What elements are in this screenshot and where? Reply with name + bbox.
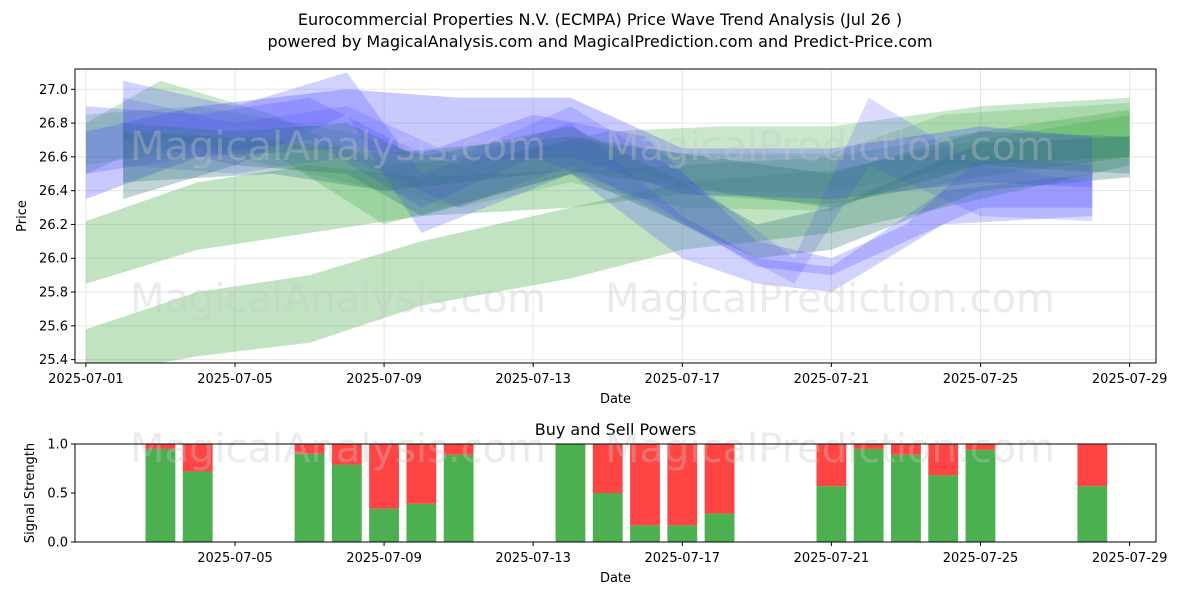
price-x-tick-label: 2025-07-21 <box>794 372 870 387</box>
price-band-blue <box>123 72 1093 293</box>
price-watermarks: MagicalAnalysis.com MagicalPrediction.com… <box>130 124 1055 322</box>
signal-x-tick-label: 2025-07-13 <box>495 551 571 566</box>
signal-panel-title: Buy and Sell Powers <box>535 420 697 439</box>
price-x-tick-label: 2025-07-09 <box>346 372 422 387</box>
signal-bars <box>145 444 1108 542</box>
chart-subtitle: powered by MagicalAnalysis.com and Magic… <box>267 32 933 51</box>
buy-bar <box>294 453 325 542</box>
buy-bar <box>369 508 399 542</box>
price-grid <box>75 69 1156 363</box>
signal-x-tick-label: 2025-07-21 <box>794 551 870 566</box>
price-y-tick-label: 26.8 <box>39 117 68 132</box>
sell-bar <box>182 444 213 472</box>
watermark-text: MagicalPrediction.com <box>605 276 1055 322</box>
signal-watermarks: MagicalAnalysis.com MagicalPrediction.com <box>130 426 1055 472</box>
sell-bar <box>331 444 362 465</box>
buy-bar <box>331 464 362 542</box>
price-y-tick-label: 25.6 <box>39 319 68 334</box>
sell-bar <box>443 444 474 455</box>
watermark-text: MagicalPrediction.com <box>605 124 1055 170</box>
signal-y-tick-label: 0.5 <box>47 487 68 502</box>
buy-bar <box>704 513 735 542</box>
price-y-tick-label: 25.4 <box>39 353 68 368</box>
price-band-teal <box>123 123 1130 259</box>
watermark-text: MagicalAnalysis.com <box>130 426 546 472</box>
signal-panel: Buy and Sell Powers MagicalAnalysis.com M… <box>23 420 1167 586</box>
signal-y-tick-label: 0.0 <box>47 536 68 551</box>
price-x-ticks: 2025-07-01 2025-07-05 2025-07-09 2025-07-13… <box>48 363 1167 387</box>
signal-x-tick-label: 2025-07-17 <box>645 551 721 566</box>
signal-x-axis-label: Date <box>600 571 631 586</box>
chart-title: Eurocommercial Properties N.V. (ECMPA) P… <box>297 10 903 29</box>
price-y-ticks: 25.4 25.6 25.8 26.0 26.2 26.4 26.6 26.8 27.0 <box>39 83 75 368</box>
sell-bar <box>928 444 959 476</box>
price-plot-frame <box>74 68 1157 364</box>
buy-bar <box>928 475 959 542</box>
sell-bar <box>816 444 847 487</box>
price-band-teal <box>123 131 1130 208</box>
price-y-tick-label: 26.4 <box>39 184 68 199</box>
buy-bar <box>592 493 623 542</box>
price-x-tick-label: 2025-07-01 <box>48 372 124 387</box>
watermark-text: MagicalAnalysis.com <box>130 124 546 170</box>
price-x-tick-label: 2025-07-05 <box>197 372 273 387</box>
price-y-axis-label: Price <box>15 200 30 232</box>
sell-bar <box>369 444 399 509</box>
sell-bar <box>853 444 884 449</box>
price-x-tick-label: 2025-07-29 <box>1092 372 1168 387</box>
sell-bar <box>592 444 623 493</box>
buy-bar <box>443 454 474 542</box>
price-x-tick-label: 2025-07-17 <box>645 372 721 387</box>
price-y-tick-label: 26.2 <box>39 218 68 233</box>
price-y-tick-label: 26.0 <box>39 252 68 267</box>
signal-x-tick-label: 2025-07-05 <box>197 551 273 566</box>
signal-y-tick-label: 1.0 <box>47 438 68 453</box>
price-bands <box>85 72 1130 363</box>
price-band-blue <box>85 97 1093 276</box>
sell-bar <box>630 444 660 526</box>
buy-bar <box>630 525 660 542</box>
price-band-green <box>85 102 1130 211</box>
watermark-text: MagicalAnalysis.com <box>130 276 546 322</box>
signal-y-axis-label: Signal Strength <box>23 443 38 543</box>
sell-bar <box>1077 444 1108 487</box>
sell-bar <box>145 444 176 449</box>
buy-bar <box>816 486 847 542</box>
price-band-blue <box>123 97 1093 284</box>
sell-bar <box>406 444 437 504</box>
price-band-blue <box>85 89 1093 200</box>
price-band-green <box>85 114 1130 363</box>
price-band-green <box>85 80 1130 225</box>
price-y-tick-label: 25.8 <box>39 286 68 301</box>
signal-x-tick-label: 2025-07-09 <box>346 551 422 566</box>
buy-bar <box>182 471 213 542</box>
buy-bar <box>145 448 176 542</box>
sell-bar <box>667 444 698 526</box>
price-x-axis-label: Date <box>600 392 631 407</box>
buy-bar <box>1077 486 1108 542</box>
price-y-tick-label: 26.6 <box>39 150 68 165</box>
price-panel: MagicalAnalysis.com MagicalPrediction.com… <box>15 68 1167 407</box>
sell-bar <box>704 444 735 514</box>
price-x-tick-label: 2025-07-25 <box>943 372 1019 387</box>
watermark-text: MagicalPrediction.com <box>605 426 1055 472</box>
sell-bar <box>294 444 325 454</box>
sell-bar <box>891 444 921 455</box>
signal-y-ticks: 0.0 0.5 1.0 <box>47 438 75 551</box>
signal-x-tick-label: 2025-07-29 <box>1092 551 1168 566</box>
buy-bar <box>891 454 921 542</box>
buy-bar <box>667 525 698 542</box>
price-y-tick-label: 27.0 <box>39 83 68 98</box>
buy-bar <box>853 448 884 542</box>
price-x-tick-label: 2025-07-13 <box>495 372 571 387</box>
signal-x-ticks: 2025-07-05 2025-07-09 2025-07-13 2025-07-17… <box>197 542 1167 566</box>
buy-bar <box>555 444 586 542</box>
buy-bar <box>406 503 437 542</box>
price-band-green <box>85 109 1130 284</box>
signal-x-tick-label: 2025-07-25 <box>943 551 1019 566</box>
sell-bar <box>965 444 996 450</box>
buy-bar <box>965 449 996 542</box>
